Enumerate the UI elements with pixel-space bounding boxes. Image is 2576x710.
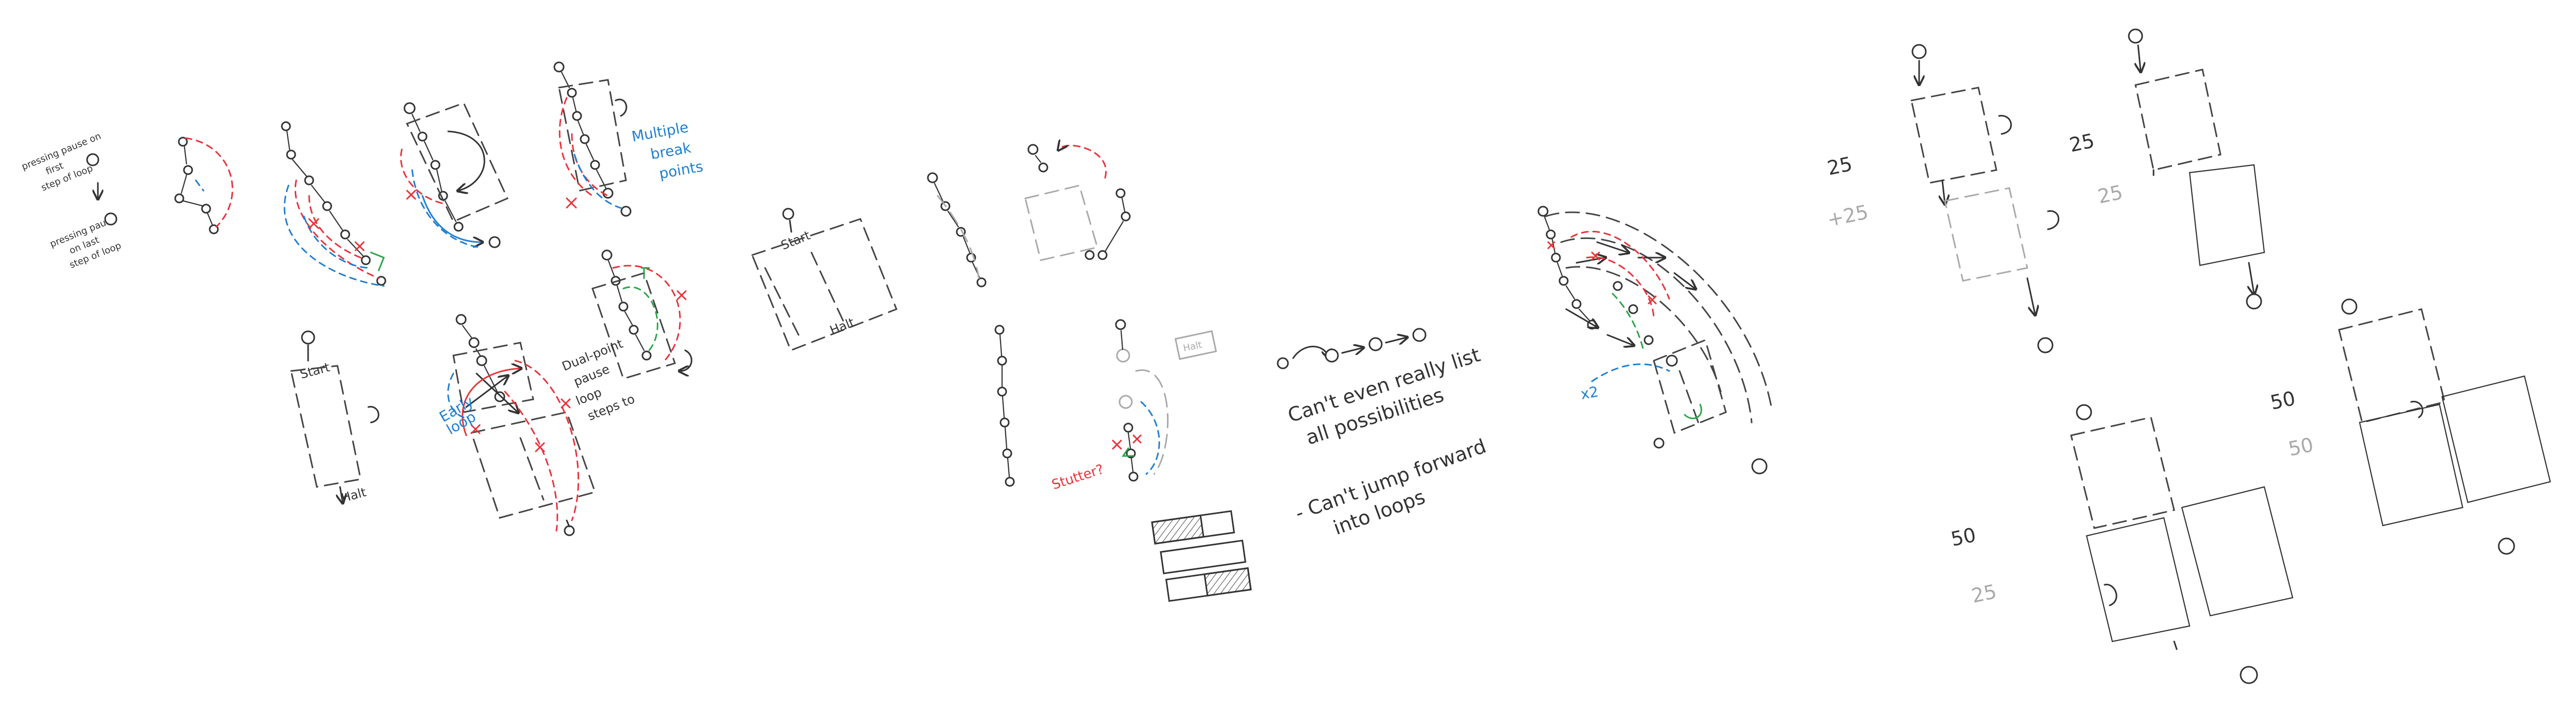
hatched-bar-icon	[1151, 510, 1252, 602]
svg-text:Multiple break poi: Multiple break points	[630, 117, 704, 186]
sketch-early-loop: Early loop	[436, 314, 596, 536]
svg-text:Halt: Halt	[1182, 340, 1203, 354]
cross-mark-icon	[561, 398, 571, 409]
sketch-grey-chain	[927, 172, 987, 288]
sketch-loop-box-a	[400, 102, 509, 248]
loop-arrow-icon	[2410, 400, 2424, 418]
node-circle-icon	[86, 153, 99, 166]
svg-text:50: 50	[1949, 523, 1978, 551]
svg-text:25: 25	[1825, 153, 1854, 180]
sketch-score-boxes: 25 +25 25 25 50 25 50 50	[1825, 28, 2551, 684]
sketch-chain-arcs	[281, 121, 386, 287]
cross-mark-icon	[470, 424, 481, 434]
svg-text:- Can't jump forward int: - Can't jump forward into loops	[1292, 432, 1504, 550]
sketch-possibilities: Can't even really list all possibilities…	[1277, 328, 1504, 550]
cross-mark-icon	[566, 197, 577, 209]
cross-mark-icon	[354, 241, 365, 251]
cross-mark-icon	[1648, 295, 1657, 305]
loop-arrow-icon	[447, 130, 485, 191]
svg-text:Can't even really list a: Can't even really list all possibilities	[1285, 342, 1497, 452]
svg-text:50: 50	[2286, 433, 2315, 461]
cross-mark-icon	[676, 290, 687, 300]
sketch-dual-point: Dual-point pause loop steps to	[560, 249, 692, 426]
svg-text:25: 25	[2096, 181, 2125, 208]
sketch-start-halt-b: Start Halt	[751, 208, 897, 351]
loop-arrow-icon	[2047, 210, 2060, 230]
cross-mark-icon	[1547, 241, 1555, 249]
svg-text:x2: x2	[1579, 383, 1600, 402]
cross-mark-icon	[406, 190, 416, 200]
cross-mark-icon	[1112, 439, 1122, 450]
sketch-loop-fan: x2	[1537, 206, 1773, 475]
sketch-chain-loop	[174, 137, 233, 234]
cross-mark-icon	[1132, 434, 1142, 444]
svg-text:pressing pause on last: pressing pause on last step of loop	[48, 212, 130, 275]
svg-text:+25: +25	[1825, 200, 1871, 231]
cross-mark-icon	[1591, 251, 1600, 261]
sketch-stutter: Stutter? Halt	[994, 319, 1217, 493]
loop-arrow-icon	[1998, 115, 2012, 135]
note-pause-steps: pressing pause on first step of loop pre…	[20, 129, 130, 275]
svg-text:Halt: Halt	[828, 315, 857, 337]
svg-text:Stutter?: Stutter?	[1050, 462, 1106, 493]
cross-mark-icon	[308, 218, 319, 229]
loop-arrow-icon	[367, 406, 380, 424]
sketch-red-loop-box	[1024, 145, 1131, 261]
sketch-start-halt-a: Start Halt	[290, 330, 380, 505]
loop-arrow-icon	[615, 98, 628, 117]
loop-arrow-icon	[2104, 584, 2117, 606]
svg-text:Halt: Halt	[340, 485, 367, 505]
svg-text:Start: Start	[298, 360, 331, 382]
svg-text:25: 25	[2067, 129, 2096, 157]
node-circle-icon	[104, 212, 117, 226]
svg-text:25: 25	[1970, 580, 1998, 607]
svg-text:pressing pause on first: pressing pause on first step of loop	[20, 129, 115, 197]
sketch-multiple-break: Multiple break points	[553, 61, 704, 217]
cross-mark-icon	[535, 442, 545, 452]
svg-text:50: 50	[2268, 387, 2297, 414]
svg-text:Dual-point pause l: Dual-point pause loop steps to	[560, 335, 650, 426]
